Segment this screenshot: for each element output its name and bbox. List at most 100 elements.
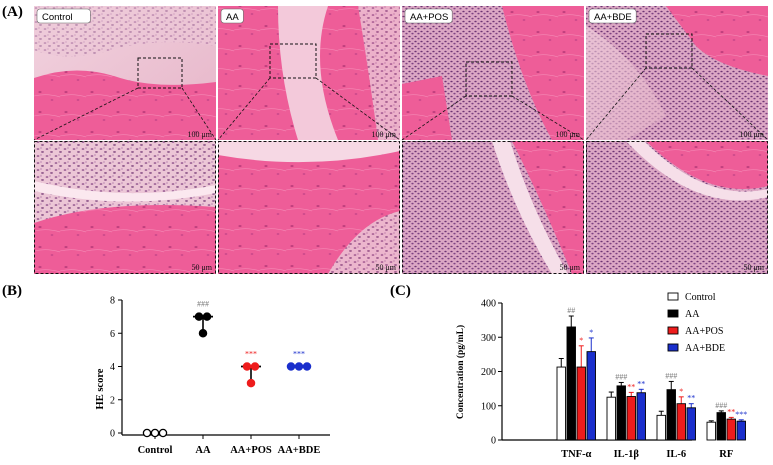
bar-RF-AA	[716, 410, 726, 441]
x-tick-label: AA+BDE	[278, 445, 321, 456]
y-tick-label: 400	[481, 299, 496, 310]
score-group-1	[193, 312, 213, 338]
legend-label: AA	[685, 309, 700, 320]
score-point	[294, 362, 304, 371]
significance-mark: *	[589, 328, 593, 337]
y-tick-label: 200	[481, 367, 496, 378]
bar	[726, 418, 736, 441]
x-tick-label: AA+POS	[230, 445, 272, 456]
scale-bar-bottom: 50 μm	[191, 263, 212, 272]
histology-bottom-2: 50 μm	[402, 141, 584, 274]
bar	[666, 389, 676, 441]
bar	[736, 420, 746, 441]
score-point	[202, 312, 212, 321]
x-tick-label: AA	[195, 445, 211, 456]
bar-IL-6-Control	[656, 410, 666, 441]
group-tag-box	[220, 8, 244, 24]
scale-bar-top: 100 μm	[739, 130, 764, 139]
score-point	[302, 362, 312, 371]
score-point	[158, 428, 168, 438]
bar-IL-6-AA+BDE	[686, 403, 696, 441]
panel-a-label: (A)	[2, 4, 23, 20]
bar-IL-6-AA	[666, 380, 676, 441]
group-tag-box	[404, 8, 453, 24]
scale-bar-top: 100 μm	[555, 130, 580, 139]
zoom-box	[645, 33, 693, 69]
zoom-box	[269, 43, 317, 79]
significance-mark: **	[727, 407, 735, 416]
bar-TNF-α-AA+POS	[576, 345, 586, 441]
legend-swatch	[667, 326, 679, 335]
legend-swatch	[667, 343, 679, 352]
histology-top-3: AA+BDE 100 μm	[585, 6, 769, 141]
legend-swatch	[667, 309, 679, 318]
score-group-3	[286, 362, 312, 371]
histology-top-2: AA+POS 100 μm	[401, 6, 585, 141]
x-tick-label: RF	[719, 449, 733, 460]
x-tick-label: TNF-α	[561, 449, 591, 460]
bar	[706, 421, 716, 441]
histology-bottom-0: 50 μm	[34, 141, 216, 274]
significance-mark: *	[579, 336, 583, 345]
bar	[576, 366, 586, 441]
significance-mark: ***	[245, 350, 257, 359]
scale-bar-bottom: 50 μm	[375, 263, 396, 272]
y-tick-label: 0	[110, 429, 115, 440]
scale-bar-bottom: 50 μm	[743, 263, 764, 272]
score-point	[246, 378, 256, 388]
y-tick-label: 8	[110, 296, 115, 307]
significance-mark: *	[679, 387, 683, 396]
group-tag-box	[588, 8, 637, 24]
zoom-box	[137, 57, 183, 89]
x-tick-label: IL-6	[666, 449, 686, 460]
significance-mark: ###	[715, 401, 727, 410]
histology-image-grid: Control 100 μm 50 μm AA 100 μm 50 μm AA+POS 100…	[33, 6, 769, 274]
group-tag-0: Control	[42, 12, 73, 23]
y-tick-label: 2	[110, 395, 115, 406]
bar-IL-1β-AA+BDE	[636, 388, 646, 441]
bar	[566, 326, 576, 441]
bar	[586, 351, 596, 441]
significance-mark: ##	[567, 306, 575, 315]
bar	[606, 396, 616, 441]
significance-mark: ***	[293, 350, 305, 359]
legend-label: AA+POS	[685, 326, 723, 337]
bar	[626, 396, 636, 441]
concentration-ylabel: Concentration (pg/mL)	[455, 325, 466, 419]
group-tag-1: AA	[226, 12, 239, 23]
score-point	[142, 428, 152, 438]
score-point	[242, 362, 252, 371]
histology-bottom-1: 50 μm	[218, 141, 400, 274]
he-score-ylabel: HE score	[95, 368, 106, 409]
bar-RF-AA+BDE	[736, 419, 746, 441]
significance-mark: ###	[615, 372, 627, 381]
significance-mark: ***	[735, 410, 747, 419]
bar	[616, 385, 626, 441]
bar	[556, 366, 566, 441]
x-tick-label: Control	[138, 445, 173, 456]
bar	[636, 392, 646, 441]
legend-label: Control	[685, 292, 716, 303]
scale-bar-bottom: 50 μm	[559, 263, 580, 272]
y-tick-label: 6	[110, 329, 115, 340]
x-tick-label: IL-1β	[614, 449, 640, 460]
y-tick-label: 4	[110, 362, 115, 373]
bar-IL-1β-AA	[616, 381, 626, 441]
score-point	[150, 428, 160, 438]
significance-mark: ###	[197, 300, 209, 309]
bar-TNF-α-AA+BDE	[586, 337, 596, 441]
legend-swatch	[667, 292, 679, 301]
group-tag-3: AA+BDE	[594, 12, 632, 23]
score-point	[286, 362, 296, 371]
score-point	[194, 312, 204, 321]
group-tag-box	[36, 8, 91, 24]
bar	[656, 414, 666, 441]
score-group-2	[241, 362, 261, 388]
histology-top-1: AA 100 μm	[217, 6, 401, 141]
bar	[686, 407, 696, 441]
scale-bar-top: 100 μm	[371, 130, 396, 139]
bar-RF-Control	[706, 420, 716, 441]
significance-mark: **	[637, 379, 645, 388]
bar-IL-1β-Control	[606, 391, 616, 441]
bar-TNF-α-Control	[556, 357, 566, 441]
